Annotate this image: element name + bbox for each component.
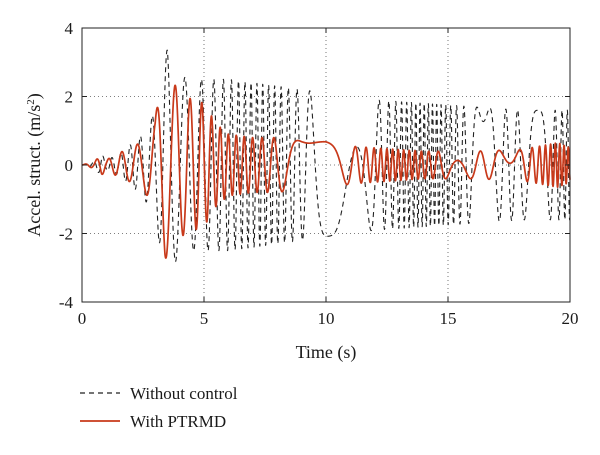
axis-ticks: 0 5 10 15 20 -4 -2 0 2 4 [59,19,579,328]
y-axis-title-superscript: 2 [25,99,37,105]
y-tick-label: -2 [59,225,73,244]
y-tick-label: -4 [59,293,74,312]
y-axis-title: Accel. struct. (m/s2) [24,93,45,236]
x-tick-label: 15 [440,309,457,328]
x-tick-label: 5 [200,309,209,328]
x-tick-label: 20 [562,309,579,328]
y-tick-label: 2 [65,88,74,107]
y-tick-label: 0 [65,156,74,175]
x-tick-label: 10 [318,309,335,328]
series-line-without-control [81,49,571,263]
y-tick-label: 4 [65,19,74,38]
x-axis-title: Time (s) [296,342,357,363]
y-axis-title-tail: ) [24,93,45,99]
series-layer [81,49,571,263]
series-line-with-ptrmd [81,84,571,259]
y-axis-title-main: Accel. struct. (m/s [24,105,45,237]
legend: Without control With PTRMD [80,384,238,431]
legend-label-without-control: Without control [130,384,238,403]
x-tick-label: 0 [78,309,87,328]
legend-label-with-ptrmd: With PTRMD [130,412,226,431]
